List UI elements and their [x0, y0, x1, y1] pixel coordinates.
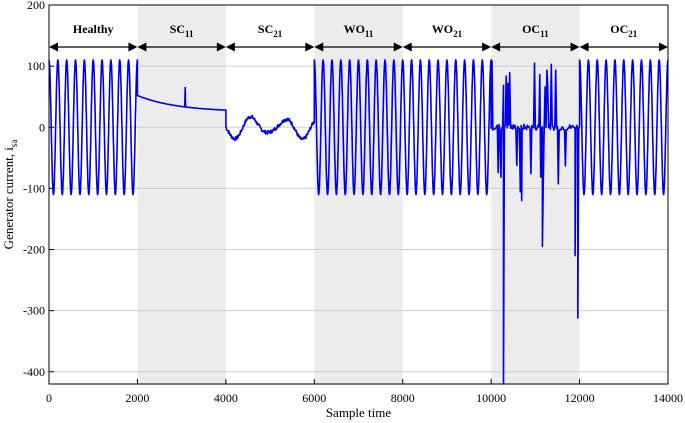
region-arrowhead-left-0 [49, 42, 58, 52]
plot-frame [48, 4, 669, 385]
x-tick-label: 14000 [653, 391, 683, 405]
region-arrowhead-left-5 [491, 42, 501, 52]
region-label-2: SC21 [258, 22, 283, 39]
region-shade-1 [137, 5, 226, 384]
region-arrowhead-right-5 [570, 42, 580, 52]
region-label-5: OC11 [522, 22, 549, 39]
x-axis-ticks: 0 2000 4000 6000 8000 10000 12000 14000 [46, 379, 683, 405]
region-label-6: OC21 [610, 22, 638, 39]
x-axis-title: Sample time [326, 405, 392, 420]
y-axis-title-subscript: sa [9, 140, 19, 148]
region-arrowhead-left-2 [225, 42, 235, 52]
y-tick-label: 100 [27, 59, 45, 73]
y-tick-label: -300 [23, 304, 45, 318]
y-tick-label: 0 [39, 120, 45, 134]
x-tick-label: 2000 [125, 391, 149, 405]
y-tick-label: 200 [27, 0, 45, 12]
x-tick-label: 0 [46, 391, 52, 405]
region-arrowhead-right-3 [393, 42, 403, 52]
region-arrowhead-right-6 [659, 42, 668, 52]
x-tick-label: 6000 [302, 391, 326, 405]
y-axis-ticks: -400 -300 -200 -100 0 100 200 [23, 0, 54, 379]
horizontal-gridlines [49, 4, 668, 373]
region-arrowhead-right-4 [482, 42, 492, 52]
x-tick-label: 10000 [476, 391, 506, 405]
region-label-1: SC11 [170, 22, 194, 39]
region-label-4: WO21 [432, 22, 463, 39]
region-label-0: Healthy [73, 22, 114, 36]
region-arrowhead-left-4 [402, 42, 412, 52]
region-arrowhead-right-1 [216, 42, 226, 52]
region-arrowhead-right-0 [128, 42, 138, 52]
x-tick-label: 8000 [391, 391, 415, 405]
region-arrowhead-right-2 [305, 42, 315, 52]
region-arrowhead-left-1 [137, 42, 147, 52]
current-signal-line [48, 59, 669, 385]
region-arrows [49, 42, 668, 52]
y-tick-label: -100 [23, 181, 45, 195]
y-tick-label: -200 [23, 243, 45, 257]
region-arrowhead-left-6 [579, 42, 589, 52]
region-label-3: WO11 [344, 22, 374, 39]
x-tick-label: 4000 [214, 391, 238, 405]
y-axis-title-main: Generator current, i [1, 147, 16, 250]
y-tick-label: -400 [23, 365, 45, 379]
region-arrowhead-left-3 [314, 42, 324, 52]
y-axis-title: Generator current, isa [1, 140, 19, 250]
region-labels: Healthy SC11 SC21 WO11 WO21 OC11 OC21 [73, 22, 638, 39]
x-tick-label: 12000 [565, 391, 595, 405]
